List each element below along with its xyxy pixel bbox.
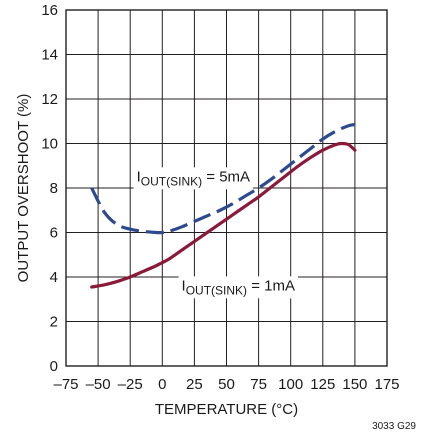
x-tick-label: 25 (186, 376, 203, 393)
annotation-5ma: IOUT(SINK) = 5mA (137, 168, 250, 188)
y-tick-labels: 0 2 4 6 8 10 12 14 16 (41, 2, 58, 375)
x-tick-label: 175 (374, 376, 399, 393)
x-tick-label: 100 (278, 376, 303, 393)
annotation-1ma-background (178, 276, 299, 299)
y-tick-label: 6 (50, 225, 58, 242)
series-line-5ma (90, 123, 356, 235)
annotation-1ma: IOUT(SINK) = 1mA (182, 277, 295, 297)
annotation-1ma-subscript: OUT(SINK) (186, 283, 247, 297)
y-tick-label: 8 (50, 180, 58, 197)
annotation-5ma-subscript: OUT(SINK) (141, 174, 202, 188)
figure-code: 3033 G29 (372, 421, 416, 432)
annotation-1ma-main: I (182, 277, 186, 294)
annotation-5ma-tail: = 5mA (202, 168, 250, 185)
y-axis-label: OUTPUT OVERSHOOT (%) (15, 94, 32, 283)
x-tick-label: –25 (118, 376, 143, 393)
y-tick-label: 0 (50, 358, 58, 375)
series-annotations: IOUT(SINK) = 5mA IOUT(SINK) = 1mA (133, 167, 299, 299)
annotation-1ma-tail: = 1mA (247, 277, 295, 294)
annotation-5ma-background (133, 167, 254, 190)
y-tick-label: 14 (41, 47, 58, 64)
x-tick-labels: –75 –50 –25 0 25 50 75 100 125 150 175 (53, 376, 399, 393)
x-tick-label: –50 (86, 376, 111, 393)
x-tick-label: –75 (53, 376, 78, 393)
annotation-5ma-main: I (137, 168, 141, 185)
x-axis-label: TEMPERATURE (°C) (155, 401, 298, 418)
x-tick-label: 75 (250, 376, 267, 393)
x-tick-label: 125 (310, 376, 335, 393)
y-tick-label: 2 (50, 314, 58, 331)
y-tick-label: 10 (41, 136, 58, 153)
y-tick-label: 4 (50, 269, 58, 286)
x-tick-label: 50 (218, 376, 235, 393)
x-tick-label: 150 (342, 376, 367, 393)
y-tick-label: 16 (41, 2, 58, 19)
x-tick-label: 0 (158, 376, 166, 393)
plot-frame (65, 9, 388, 367)
series-line-1ma (90, 141, 357, 289)
series-lines (90, 123, 357, 289)
y-tick-label: 12 (41, 91, 58, 108)
